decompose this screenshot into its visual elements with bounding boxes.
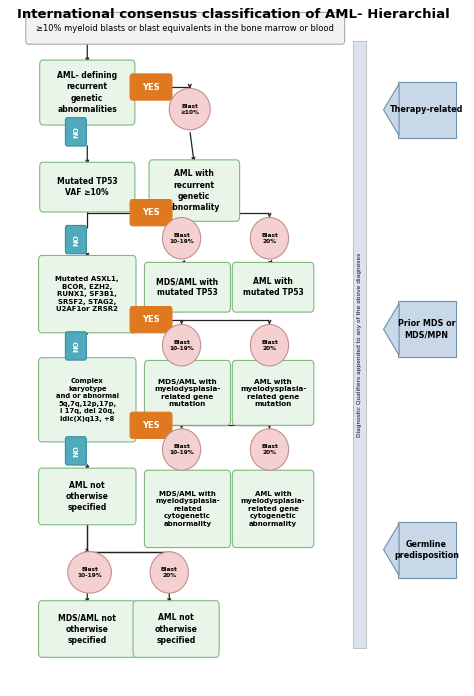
Text: Blast
10-19%: Blast 10-19% (169, 340, 194, 351)
Text: Complex
karyotype
and or abnormal
5q,7q,12p,17p,
i 17q, del 20q,
idic(X)q13, +8: Complex karyotype and or abnormal 5q,7q,… (56, 378, 119, 422)
FancyBboxPatch shape (65, 332, 86, 360)
Ellipse shape (250, 324, 289, 366)
Ellipse shape (68, 552, 111, 593)
FancyBboxPatch shape (145, 470, 230, 548)
FancyBboxPatch shape (398, 301, 456, 357)
FancyBboxPatch shape (130, 200, 172, 226)
Text: Blast
≥10%: Blast ≥10% (180, 104, 199, 115)
FancyBboxPatch shape (40, 60, 135, 125)
FancyBboxPatch shape (133, 601, 219, 657)
Text: MDS/AML with
myelodysplasia-
related
cytogenetic
abnormality: MDS/AML with myelodysplasia- related cyt… (155, 491, 220, 527)
FancyBboxPatch shape (38, 468, 136, 525)
FancyBboxPatch shape (145, 361, 230, 425)
Text: NO: NO (73, 234, 79, 246)
FancyBboxPatch shape (26, 13, 345, 45)
Text: MDS/AML with
mutated TP53: MDS/AML with mutated TP53 (156, 277, 219, 297)
Text: NO: NO (73, 126, 79, 138)
FancyBboxPatch shape (145, 262, 230, 312)
Polygon shape (383, 84, 399, 136)
FancyBboxPatch shape (65, 118, 86, 146)
Text: MDS/AML with
myelodysplasia-
related gene
mutation: MDS/AML with myelodysplasia- related gen… (154, 379, 221, 407)
Text: YES: YES (142, 315, 160, 324)
Text: AML with
myelodysplasia-
related gene
mutation: AML with myelodysplasia- related gene mu… (240, 379, 306, 407)
Text: AML with
myelodysplasia-
related gene
cytogenetic
abnormality: AML with myelodysplasia- related gene cy… (241, 491, 305, 527)
Text: Diagnostic Qualifiers appended to any of the above diagnoses: Diagnostic Qualifiers appended to any of… (357, 253, 362, 436)
Ellipse shape (150, 552, 188, 593)
Text: AML not
otherwise
specified: AML not otherwise specified (155, 613, 198, 644)
FancyBboxPatch shape (130, 74, 172, 100)
Text: AML not
otherwise
specified: AML not otherwise specified (66, 481, 109, 512)
Text: AML with
mutated TP53: AML with mutated TP53 (243, 277, 303, 297)
FancyBboxPatch shape (353, 41, 366, 649)
Ellipse shape (250, 218, 289, 259)
Text: NO: NO (73, 340, 79, 352)
FancyBboxPatch shape (232, 262, 314, 312)
FancyBboxPatch shape (398, 521, 456, 578)
FancyBboxPatch shape (38, 255, 136, 333)
FancyBboxPatch shape (232, 470, 314, 548)
Text: ≥10% myeloid blasts or blast equivalents in the bone marrow or blood: ≥10% myeloid blasts or blast equivalents… (36, 24, 334, 33)
Text: MDS/AML not
otherwise
specified: MDS/AML not otherwise specified (58, 613, 116, 644)
Ellipse shape (250, 429, 289, 470)
Text: Therapy-related: Therapy-related (390, 105, 463, 114)
Text: Blast
10-19%: Blast 10-19% (169, 233, 194, 244)
Ellipse shape (163, 324, 201, 366)
Text: Blast
20%: Blast 20% (161, 567, 178, 578)
FancyBboxPatch shape (65, 436, 86, 465)
FancyBboxPatch shape (130, 306, 172, 333)
FancyBboxPatch shape (65, 226, 86, 254)
FancyBboxPatch shape (232, 361, 314, 425)
Ellipse shape (169, 88, 210, 130)
Text: Blast
20%: Blast 20% (261, 340, 278, 351)
Text: Germline
predisposition: Germline predisposition (394, 539, 459, 560)
Ellipse shape (163, 429, 201, 470)
Polygon shape (383, 303, 399, 355)
Ellipse shape (163, 218, 201, 259)
FancyBboxPatch shape (398, 82, 456, 138)
Text: Mutated TP53
VAF ≥10%: Mutated TP53 VAF ≥10% (57, 177, 118, 197)
Text: YES: YES (142, 421, 160, 430)
Polygon shape (383, 523, 399, 576)
Text: YES: YES (142, 208, 160, 217)
Text: Blast
10-19%: Blast 10-19% (77, 567, 102, 578)
Text: AML- defining
recurrent
genetic
abnormalities: AML- defining recurrent genetic abnormal… (57, 72, 118, 113)
FancyBboxPatch shape (40, 162, 135, 212)
Text: AML with
recurrent
genetic
abnormality: AML with recurrent genetic abnormality (168, 169, 220, 212)
Text: Blast
20%: Blast 20% (261, 233, 278, 244)
Text: Mutated ASXL1,
BCOR, EZH2,
RUNX1, SF3B1,
SRSF2, STAG2,
U2AF1or ZRSR2: Mutated ASXL1, BCOR, EZH2, RUNX1, SF3B1,… (55, 276, 119, 312)
Text: Blast
10-19%: Blast 10-19% (169, 444, 194, 455)
FancyBboxPatch shape (149, 160, 240, 221)
FancyBboxPatch shape (38, 358, 136, 442)
FancyBboxPatch shape (130, 412, 172, 438)
Text: Prior MDS or
MDS/MPN: Prior MDS or MDS/MPN (398, 319, 456, 340)
Text: International consensus classification of AML- Hierarchial: International consensus classification o… (17, 8, 449, 21)
Text: YES: YES (142, 83, 160, 91)
Text: NO: NO (73, 445, 79, 457)
Text: Blast
20%: Blast 20% (261, 444, 278, 455)
FancyBboxPatch shape (38, 601, 136, 657)
